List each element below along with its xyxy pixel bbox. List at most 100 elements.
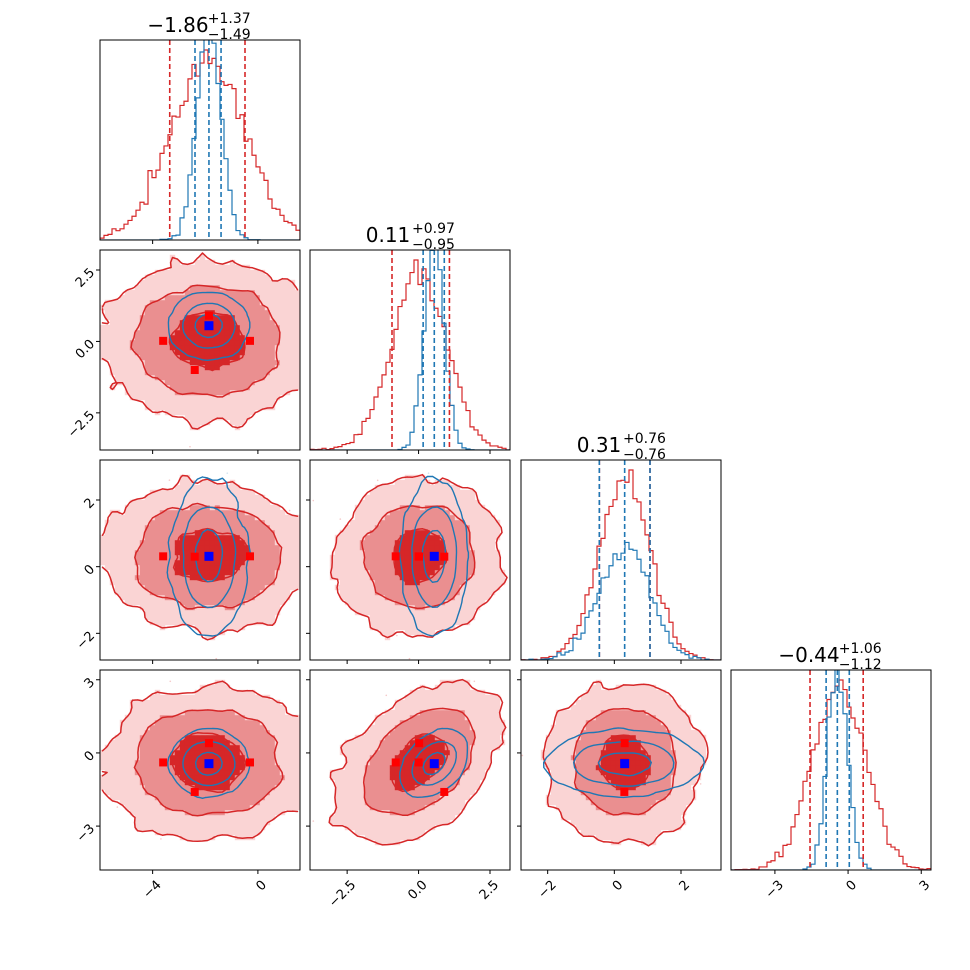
red-contour-cell	[244, 524, 251, 531]
red-contour-cell	[194, 354, 201, 361]
red-contour-cell	[249, 519, 256, 526]
red-contour-cell	[289, 524, 296, 531]
red-contour-cell	[139, 299, 146, 306]
red-contour-cell	[199, 499, 206, 506]
red-contour-cell	[104, 529, 111, 536]
red-contour-cell	[189, 384, 196, 391]
red-contour-cell	[219, 304, 226, 311]
red-contour-cell	[434, 624, 441, 631]
red-contour-cell	[239, 409, 246, 416]
red-contour-cell	[404, 599, 411, 606]
red-contour-cell	[284, 384, 291, 391]
red-contour-cell	[209, 379, 216, 386]
red-contour-cell	[234, 344, 241, 351]
red-contour-cell	[254, 574, 261, 581]
red-contour-cell	[269, 284, 276, 291]
red-contour-cell	[214, 354, 221, 361]
red-contour-cell	[149, 404, 156, 411]
red-contour-cell	[129, 329, 136, 336]
red-contour-cell	[194, 544, 201, 551]
red-contour-cell	[274, 304, 281, 311]
red-contour-cell	[359, 579, 366, 586]
red-contour-cell	[254, 374, 261, 381]
red-contour-cell	[129, 589, 136, 596]
red-contour-cell	[199, 614, 206, 621]
red-contour-cell	[214, 524, 221, 531]
red-contour-cell	[219, 279, 226, 286]
red-contour-cell	[159, 569, 166, 576]
red-contour-cell	[219, 619, 226, 626]
red-contour-cell	[279, 544, 286, 551]
red-contour-cell	[179, 384, 186, 391]
red-contour-cell	[474, 589, 481, 596]
red-contour-cell	[129, 524, 136, 531]
red-contour-cell	[459, 619, 466, 626]
red-contour-cell	[109, 529, 116, 536]
red-contour-cell	[139, 394, 146, 401]
red-contour-cell	[294, 519, 300, 526]
title-minus-1: −0.95	[412, 237, 455, 253]
red-contour-cell	[214, 264, 221, 271]
red-contour-cell	[129, 304, 136, 311]
red-contour-cell	[189, 539, 196, 546]
red-contour-cell	[204, 354, 211, 361]
red-contour-cell	[449, 619, 456, 626]
red-contour-cell	[429, 624, 436, 631]
red-contour-cell	[424, 614, 431, 621]
red-contour-cell	[194, 529, 201, 536]
red-contour-cell	[259, 289, 266, 296]
red-contour-cell	[294, 364, 300, 371]
red-contour-cell	[264, 544, 271, 551]
red-contour-cell	[384, 594, 391, 601]
red-contour-cell	[179, 299, 186, 306]
red-contour-cell	[139, 284, 146, 291]
red-contour-cell	[359, 589, 366, 596]
red-contour-cell	[209, 539, 216, 546]
red-contour-cell	[264, 554, 271, 561]
red-contour-cell	[369, 579, 376, 586]
red-contour-cell	[249, 489, 256, 496]
red-contour-cell	[144, 309, 151, 316]
red-contour-cell	[174, 589, 181, 596]
red-contour-cell	[209, 564, 216, 571]
red-contour-cell	[204, 489, 211, 496]
red-contour-cell	[454, 609, 461, 616]
red-contour-cell	[219, 289, 226, 296]
red-contour-cell	[464, 619, 471, 626]
red-contour-cell	[204, 419, 211, 426]
red-contour-cell	[214, 629, 221, 636]
red-contour-cell	[269, 554, 276, 561]
red-contour-cell	[219, 609, 226, 616]
red-contour-cell	[199, 404, 206, 411]
red-contour-cell	[224, 624, 231, 631]
red-contour-cell	[179, 609, 186, 616]
red-contour-cell	[379, 584, 386, 591]
red-contour-cell	[464, 579, 471, 586]
red-contour-cell	[184, 509, 191, 516]
red-contour-cell	[239, 554, 246, 561]
blue-contour-line-0	[194, 528, 224, 583]
red-contour-cell	[139, 309, 146, 316]
red-contour-cell	[234, 319, 241, 326]
red-contour-cell	[114, 584, 121, 591]
red-contour-cell	[279, 584, 286, 591]
blue-contour-line-1	[182, 302, 236, 349]
red-contour-cell	[174, 334, 181, 341]
red-contour-cell	[164, 504, 171, 511]
red-contour-cell	[199, 354, 206, 361]
red-contour-cell	[259, 319, 266, 326]
red-contour-cell	[369, 584, 376, 591]
red-contour-cell	[164, 604, 171, 611]
red-contour-cell	[164, 279, 171, 286]
red-contour-cell	[224, 279, 231, 286]
red-contour-cell	[189, 584, 196, 591]
red-contour-cell	[229, 599, 236, 606]
red-contour-cell	[199, 299, 206, 306]
red-contour-cell	[189, 484, 196, 491]
red-contour-cell	[209, 394, 216, 401]
red-contour-cell	[164, 509, 171, 516]
red-contour-cell	[139, 569, 146, 576]
red-contour-cell	[259, 389, 266, 396]
red-contour-cell	[100, 344, 106, 351]
red-contour-cell	[274, 514, 281, 521]
